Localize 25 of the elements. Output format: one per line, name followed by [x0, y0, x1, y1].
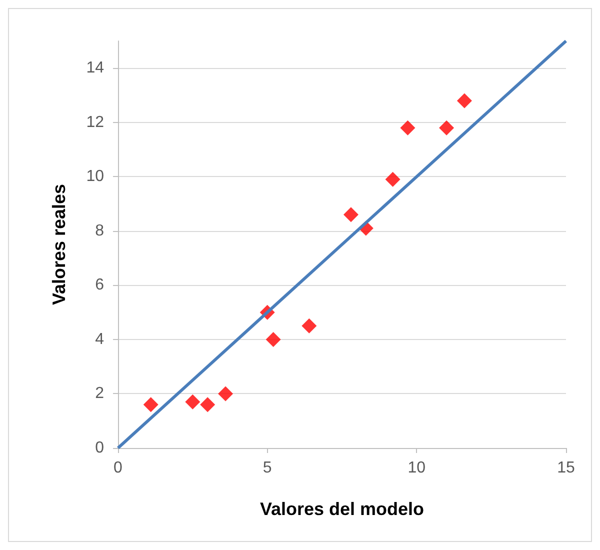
x-axis-title: Valores del modelo: [260, 499, 424, 519]
y-tick-label: 0: [95, 440, 104, 456]
point: [266, 332, 281, 347]
y-tick-label: 12: [86, 114, 104, 131]
y-tick-label: 6: [95, 276, 104, 294]
point: [343, 207, 358, 222]
point: [200, 397, 216, 412]
x-tick-label: 10: [408, 460, 426, 476]
point: [185, 394, 200, 410]
point: [400, 120, 416, 136]
point: [456, 93, 472, 108]
point: [439, 120, 454, 136]
point: [143, 397, 158, 412]
point: [302, 318, 317, 334]
y-tick-label: 14: [86, 60, 104, 77]
y-tick-label: 4: [95, 330, 104, 348]
x-tick-label: 5: [262, 460, 272, 476]
y-tick-label: 2: [95, 385, 104, 402]
y-tick-label: 8: [95, 222, 104, 240]
x-tick-label: 15: [557, 460, 575, 476]
x-tick-label: 0: [114, 460, 123, 476]
y-axis-title: Valores reales: [49, 184, 69, 306]
point: [385, 172, 400, 187]
point: [218, 386, 234, 402]
y-tick-label: 10: [86, 168, 104, 186]
